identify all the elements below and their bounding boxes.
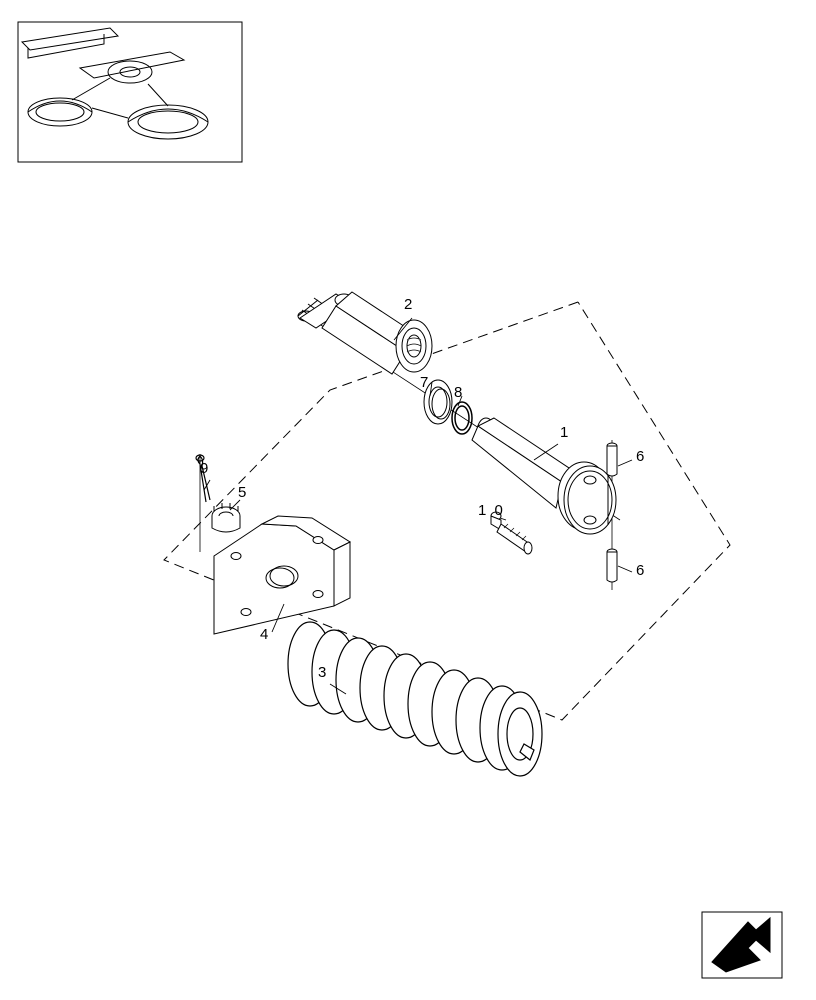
thumbnail xyxy=(18,22,242,162)
nav-arrow[interactable] xyxy=(702,912,782,978)
callout-9: 9 xyxy=(200,460,210,477)
callout-5: 5 xyxy=(238,484,248,501)
part-dowel-pin-top xyxy=(607,443,617,476)
callout-6b: 6 xyxy=(636,562,646,579)
diagram-svg xyxy=(0,0,816,1000)
callout-10: 1 0 xyxy=(478,502,505,519)
callout-4: 4 xyxy=(260,626,270,643)
callout-8: 8 xyxy=(454,384,464,401)
part-mounting-plate xyxy=(214,516,350,634)
callout-3: 3 xyxy=(318,664,328,681)
callout-7: 7 xyxy=(420,374,430,391)
part-o-ring xyxy=(452,402,472,434)
callout-1: 1 xyxy=(560,424,570,441)
callout-2: 2 xyxy=(404,296,414,313)
page-root: 2 7 8 1 6 6 1 0 9 5 4 3 xyxy=(0,0,816,1000)
part-recoil-spring xyxy=(288,622,542,776)
part-dowel-pin-bottom xyxy=(607,549,617,582)
assembly-boundary xyxy=(164,302,730,720)
callout-6a: 6 xyxy=(636,448,646,465)
part-slotted-nut xyxy=(212,503,240,532)
